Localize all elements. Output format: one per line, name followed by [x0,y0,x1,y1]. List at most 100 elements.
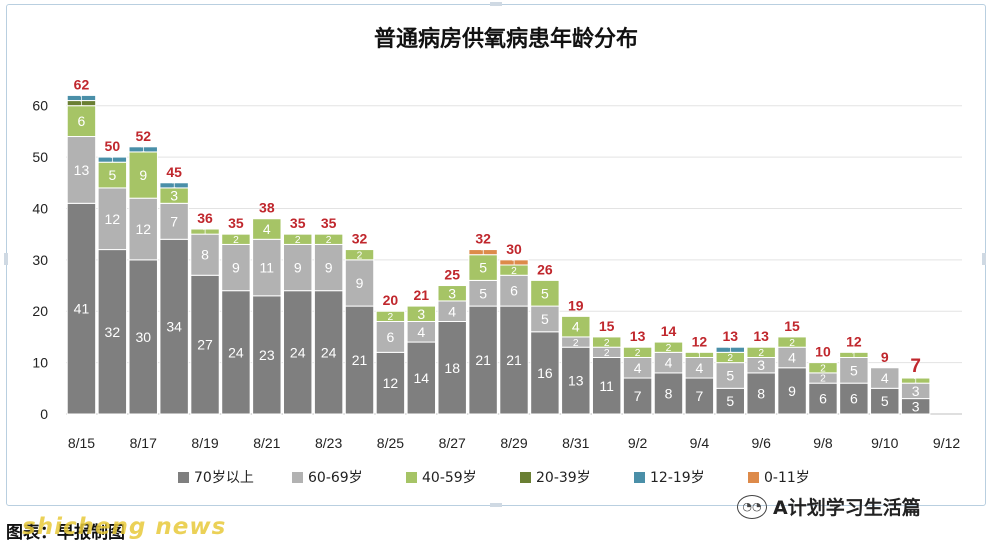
bar-segment [437,321,467,415]
bar-value-label: 2 [604,348,610,359]
bar-segment [375,321,406,353]
bar-segment [313,243,344,292]
bar-segment [283,243,313,292]
legend-swatch [406,472,417,483]
bar-segment [159,202,189,240]
legend-label: 0-11岁 [764,470,810,486]
bar-value-label: 1 [913,376,918,385]
bar-segment [128,197,158,261]
bar-value-label: 2 [357,250,363,261]
bar-value-label: 3 [417,306,425,322]
bar-value-label: 9 [139,167,147,183]
bar-value-label: 2 [789,338,795,349]
bar-segment [870,387,900,415]
bar-value-label: 1 [141,145,146,154]
bar-value-label: 9 [788,383,796,399]
bar-value-label: 3 [170,188,178,204]
bar-value-label: 21 [506,352,522,368]
x-tick-label: 8/21 [253,435,280,451]
bar-value-label: 4 [695,360,703,376]
bar-value-label: 32 [105,324,121,340]
y-tick-label: 0 [40,406,48,422]
legend-swatch [520,472,531,483]
bar-value-label: 5 [479,285,487,301]
bar-total-label: 15 [599,318,615,334]
bar-segment [591,356,622,415]
bar-value-label: 5 [108,167,116,183]
bar-total-label: 13 [722,328,738,344]
x-tick-label: 9/8 [813,435,833,451]
bar-value-label: 41 [74,301,90,317]
bar-value-label: 30 [135,329,151,345]
resize-handle-bottom[interactable] [490,503,502,507]
bar-value-label: 3 [448,285,456,301]
bar-value-label: 8 [665,385,673,401]
bar-value-label: 2 [233,235,239,246]
bar-value-label: 9 [232,260,240,276]
bar-segment [344,305,375,415]
resize-handle-top[interactable] [490,2,502,6]
bar-value-label: 2 [511,266,517,277]
x-tick-label: 8/17 [130,435,157,451]
bar-value-label: 18 [444,360,460,376]
bar-segment [715,387,745,415]
bar-segment [97,156,128,163]
bar-value-label: 13 [568,373,584,389]
x-tick-label: 8/29 [500,435,527,451]
bar-value-label: 2 [727,353,733,364]
bar-total-label: 13 [753,328,769,344]
resize-handle-right[interactable] [982,253,986,265]
bar-segment [128,259,158,415]
watermark-text: A计划学习生活篇 [773,497,921,519]
bar-value-label: 4 [417,324,425,340]
bar-segment [97,187,128,251]
bar-value-label: 8 [757,385,765,401]
bar-segment [190,274,220,415]
bar-segment [283,233,313,245]
bar-segment [808,382,838,415]
bar-value-label: 7 [695,388,703,404]
bar-value-label: 7 [634,388,642,404]
bar-total-label: 35 [228,215,244,231]
bar-segment [375,310,406,323]
bar-total-label: 14 [661,323,677,339]
bar-value-label: 5 [726,393,734,409]
bar-value-label: 34 [166,319,182,335]
x-tick-label: 8/31 [562,435,589,451]
bar-value-label: 2 [820,374,826,385]
bar-total-label: 62 [74,76,90,92]
bar-total-label: 10 [815,344,831,360]
bar-total-label: 15 [784,318,800,334]
bar-segment [344,259,375,307]
bar-segment [900,377,931,384]
bar-value-label: 3 [757,357,765,373]
legend-label: 12-19岁 [650,470,705,486]
bar-value-label: 2 [820,363,826,374]
bar-segment [190,228,220,235]
y-tick-label: 10 [32,355,48,371]
bar-segment [777,367,807,415]
bar-total-label: 12 [846,333,862,349]
bar-total-label: 12 [692,333,708,349]
bar-segment [653,341,684,353]
bar-total-label: 35 [321,215,337,231]
bar-segment [499,259,529,266]
bar-total-label: 13 [630,328,646,344]
bar-segment [561,346,591,415]
bar-value-label: 1 [203,227,208,236]
y-tick-label: 30 [32,252,48,268]
bar-total-label: 26 [537,261,553,277]
legend-label: 40-59岁 [422,470,477,486]
bar-value-label: 13 [74,162,90,178]
wechat-icon: ◔◔ [737,494,767,519]
bar-total-label: 36 [197,210,213,226]
bar-segment [499,305,529,415]
bar-segment [530,331,560,415]
resize-handle-left[interactable] [4,253,8,265]
bar-segment [715,362,745,389]
bar-segment [159,182,189,189]
bar-value-label: 4 [263,221,271,237]
bar-segment [128,146,158,153]
legend-swatch [634,472,645,483]
bar-segment [252,218,282,240]
